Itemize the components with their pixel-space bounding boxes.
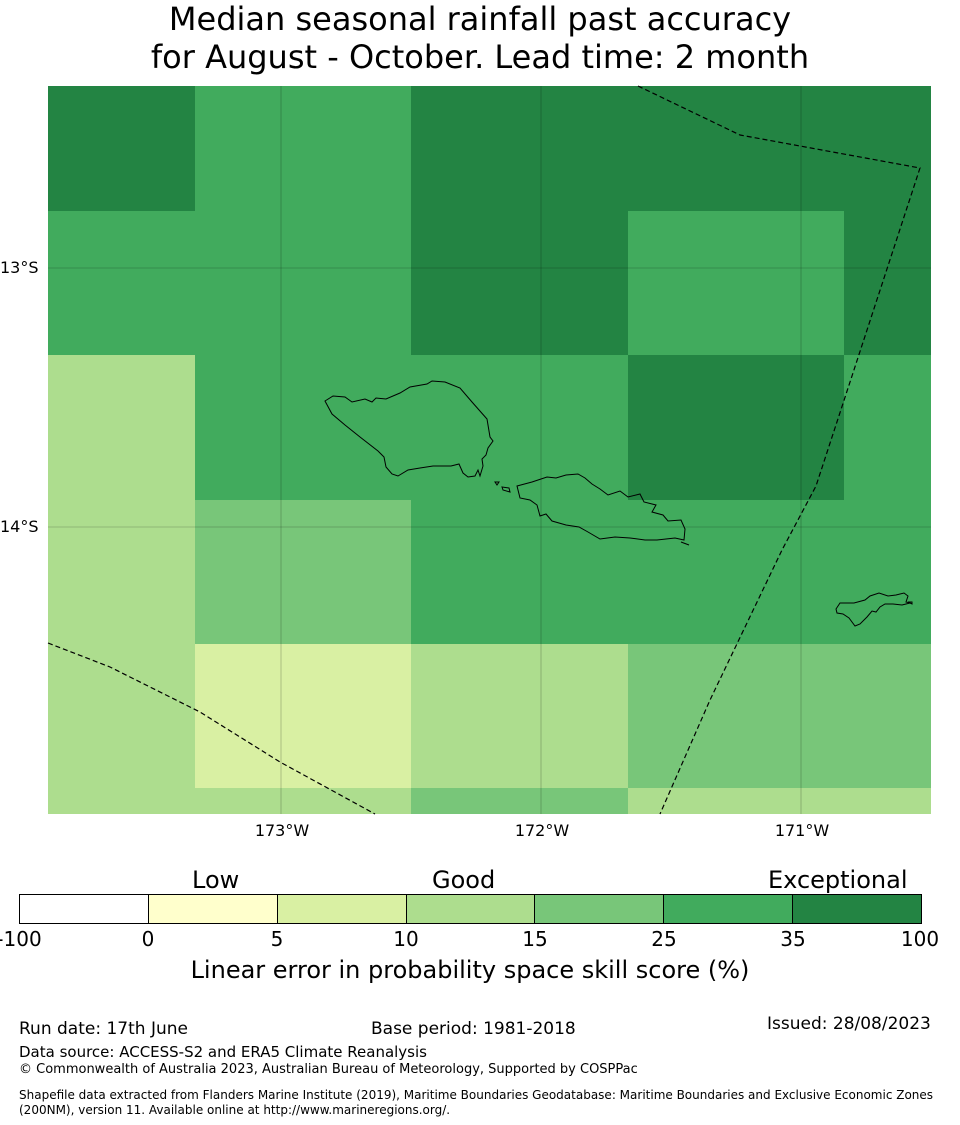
colorbar-tick: -100	[0, 927, 42, 951]
colorbar-label: Linear error in probability space skill …	[190, 956, 750, 984]
skill-cell	[195, 500, 411, 644]
eez-boundary-lower	[47, 642, 376, 815]
lon-label-171w: 171°W	[774, 821, 830, 840]
skill-cell	[411, 500, 628, 644]
skill-cell	[195, 788, 411, 814]
skill-cell	[411, 355, 628, 500]
island-savaii	[324, 380, 494, 478]
copyright: © Commonwealth of Australia 2023, Austra…	[19, 1062, 638, 1077]
colorbar	[19, 894, 922, 924]
lat-label-14s: 14°S	[0, 517, 39, 536]
skill-cell	[844, 211, 931, 355]
island-tutuila	[835, 592, 911, 627]
skill-cell	[628, 211, 844, 355]
base-period: Base period: 1981-2018	[371, 1019, 576, 1039]
skill-cell	[411, 644, 628, 788]
skill-cell	[48, 788, 195, 814]
skill-cell	[844, 355, 931, 500]
legend-category-low: Low	[192, 866, 240, 894]
island-apolima	[494, 481, 500, 486]
skill-cell	[411, 788, 628, 814]
shapefile-credit-line-2: (200NM), version 11. Available online at…	[19, 1103, 451, 1117]
island-upolu	[516, 473, 686, 541]
colorbar-tick: 35	[780, 927, 806, 951]
eez-boundary-upper	[637, 85, 921, 815]
lon-label-173w: 173°W	[254, 821, 310, 840]
legend-category-exceptional: Exceptional	[768, 866, 908, 894]
lon-label-172w: 172°W	[514, 821, 570, 840]
skill-cell	[48, 500, 195, 644]
colorbar-segment	[535, 895, 665, 923]
skill-cell	[195, 355, 411, 500]
skill-cell	[628, 644, 844, 788]
skill-cell	[844, 500, 931, 644]
skill-cell	[48, 355, 195, 500]
issued-date: Issued: 28/08/2023	[767, 1014, 931, 1034]
skill-cell	[628, 788, 844, 814]
skill-cell	[48, 86, 195, 211]
colorbar-segment	[148, 895, 278, 923]
colorbar-tick: 15	[522, 927, 548, 951]
skill-cell	[628, 86, 844, 211]
colorbar-tick: 0	[141, 927, 155, 951]
skill-cell	[844, 86, 931, 211]
skill-cell	[628, 500, 844, 644]
skill-cell	[411, 86, 628, 211]
data-source: Data source: ACCESS-S2 and ERA5 Climate …	[19, 1043, 427, 1061]
island-upolu-tip	[680, 541, 690, 546]
colorbar-segment	[20, 895, 149, 923]
skill-cell	[411, 211, 628, 355]
colorbar-segment	[406, 895, 536, 923]
colorbar-segment	[664, 895, 794, 923]
colorbar-tick: 25	[651, 927, 677, 951]
map-title-line-1: Median seasonal rainfall past accuracy	[168, 0, 792, 38]
legend-category-good: Good	[432, 866, 496, 894]
skill-cell	[628, 355, 844, 500]
skill-cell	[48, 211, 195, 355]
skill-cell	[195, 644, 411, 788]
island-aunuu	[907, 601, 913, 605]
skill-cell	[195, 211, 411, 355]
map-title-line-2: for August - October. Lead time: 2 month	[150, 38, 810, 76]
skill-cell	[48, 644, 195, 788]
colorbar-tick: 5	[270, 927, 284, 951]
colorbar-segment	[793, 895, 922, 923]
skill-map	[47, 85, 931, 815]
colorbar-tick: 100	[900, 927, 940, 951]
skill-cell	[844, 788, 931, 814]
colorbar-tick: 10	[393, 927, 419, 951]
skill-cell	[195, 86, 411, 211]
island-manono	[501, 486, 511, 493]
colorbar-segment	[277, 895, 407, 923]
run-date: Run date: 17th June	[19, 1019, 188, 1039]
lat-label-13s: 13°S	[0, 258, 39, 277]
skill-cell	[844, 644, 931, 788]
shapefile-credit-line-1: Shapefile data extracted from Flanders M…	[19, 1088, 934, 1102]
